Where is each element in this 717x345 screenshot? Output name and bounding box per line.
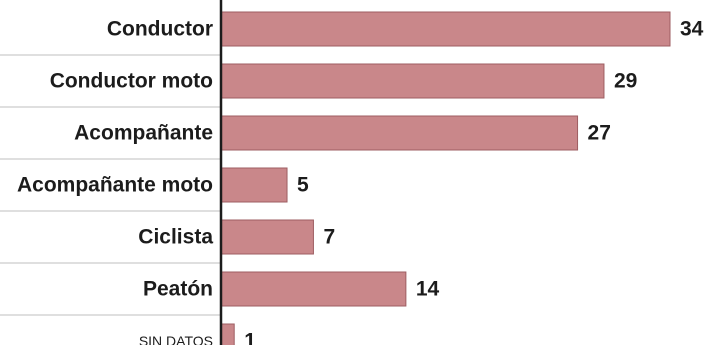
category-labels: Conductor Conductor moto Acompañante Acompa… xyxy=(17,18,213,345)
category-label: Peatón xyxy=(143,278,213,301)
category-label: Acompañante xyxy=(74,122,213,145)
value-labels: 34 29 27 5 7 14 1 xyxy=(244,18,703,345)
bar xyxy=(220,219,314,255)
bar xyxy=(220,167,288,203)
value-label: 7 xyxy=(323,226,335,249)
value-label: 5 xyxy=(297,174,309,197)
bar xyxy=(220,63,605,99)
category-label: Conductor moto xyxy=(50,70,213,93)
bar xyxy=(220,11,671,47)
category-label: Conductor xyxy=(107,18,213,41)
row-separators xyxy=(0,54,221,316)
category-label: Ciclista xyxy=(138,226,213,249)
category-label: Acompañante moto xyxy=(17,174,213,197)
value-label: 29 xyxy=(614,70,637,93)
bar xyxy=(220,323,235,345)
value-label: 14 xyxy=(416,278,440,301)
value-label: 27 xyxy=(588,122,611,145)
bar xyxy=(220,271,407,307)
category-label: SIN DATOS xyxy=(139,333,213,345)
value-label: 34 xyxy=(680,18,704,41)
value-label: 1 xyxy=(244,330,256,345)
bars-group xyxy=(220,11,671,345)
bar xyxy=(220,115,579,151)
